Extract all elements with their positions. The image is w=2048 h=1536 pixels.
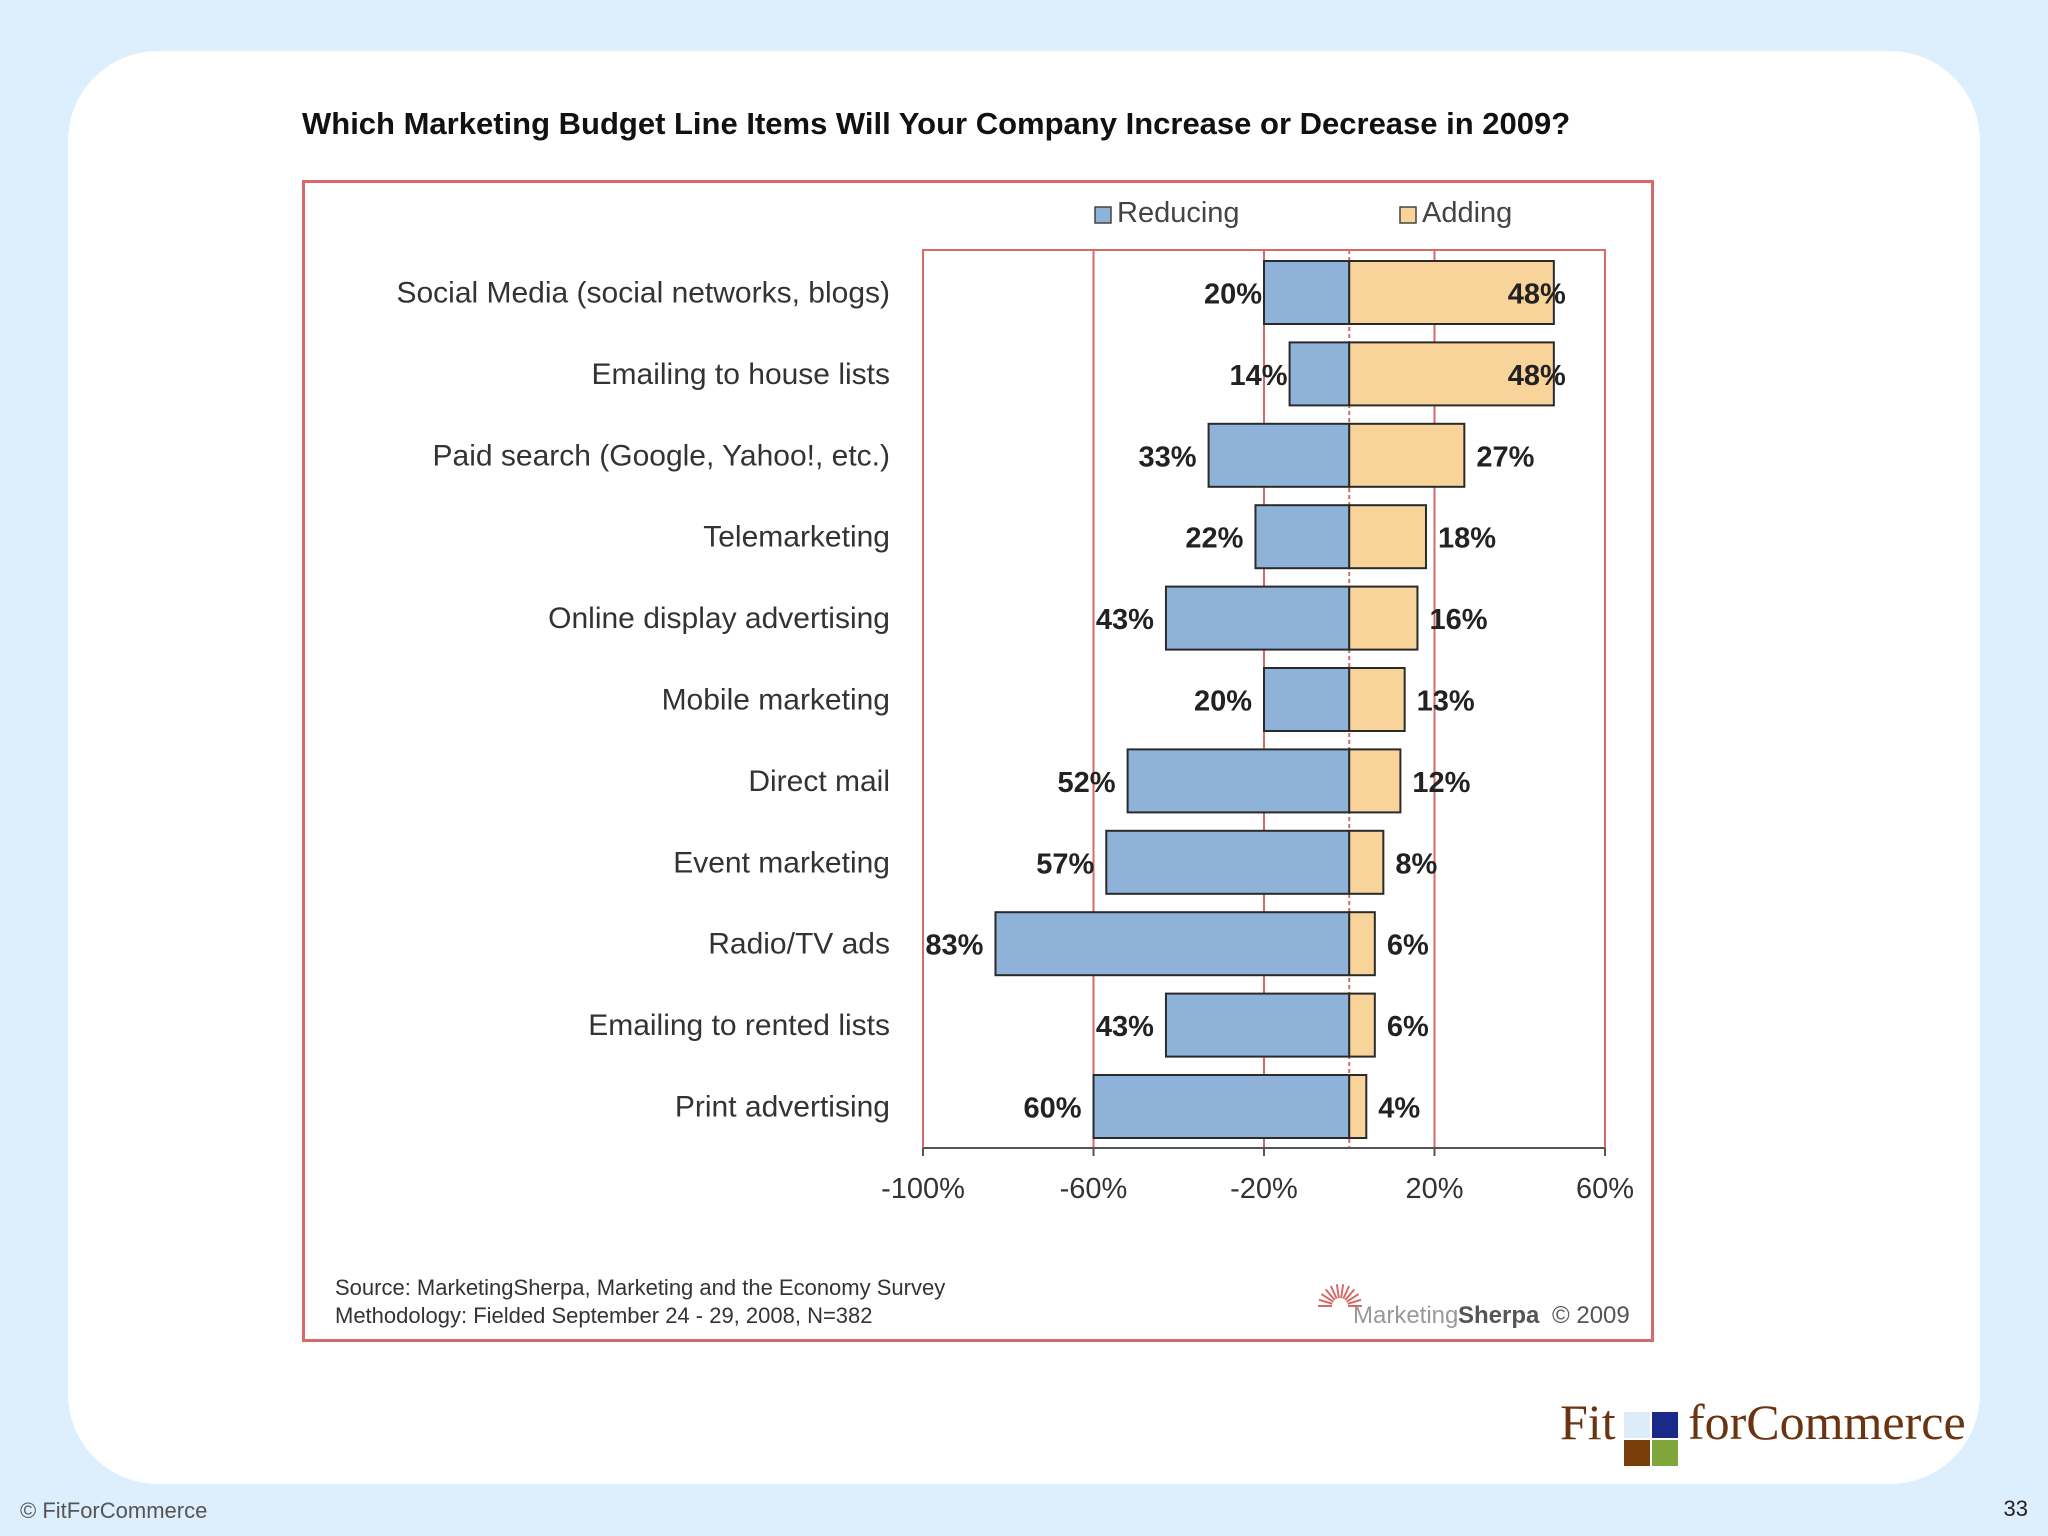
- legend-label-reducing: Reducing: [1117, 197, 1240, 229]
- slide-card: [68, 51, 1980, 1484]
- sherpa-sunburst-ray-7: [1342, 1285, 1351, 1300]
- bar-adding-0: [1348, 260, 1555, 325]
- category-label-9: Emailing to rented lists: [588, 1009, 890, 1042]
- data-label-adding-1: 48%: [1508, 360, 1566, 392]
- brand-word-forcommerce: forCommerce: [1688, 1394, 1966, 1450]
- sherpa-sunburst-ray-8: [1344, 1288, 1356, 1301]
- bar-adding-9: [1348, 992, 1376, 1058]
- data-label-adding-10: 4%: [1378, 1093, 1420, 1125]
- x-tick-label-2: -20%: [1230, 1173, 1298, 1205]
- brand-word-fit: Fit: [1560, 1394, 1616, 1450]
- sherpa-sunburst-ray-6: [1340, 1284, 1345, 1299]
- bar-reducing-6: [1126, 748, 1351, 814]
- category-label-7: Event marketing: [673, 846, 890, 879]
- bar-reducing-8: [994, 911, 1351, 977]
- footer-copyright: © FitForCommerce: [20, 1498, 208, 1523]
- credit-brand-sherpa: Sherpa: [1458, 1302, 1540, 1329]
- chart-title: Which Marketing Budget Line Items Will Y…: [302, 106, 1571, 141]
- data-label-reducing-9: 43%: [1096, 1011, 1154, 1043]
- data-label-reducing-5: 20%: [1194, 686, 1252, 718]
- bar-reducing-0: [1263, 260, 1351, 325]
- source-line-2: Methodology: Fielded September 24 - 29, …: [335, 1303, 873, 1328]
- sherpa-sunburst-ray-2: [1320, 1293, 1334, 1303]
- sherpa-sunburst-ray-3: [1324, 1288, 1336, 1301]
- sherpa-sunburst-ray-4: [1329, 1285, 1338, 1300]
- data-label-reducing-1: 14%: [1230, 360, 1288, 392]
- data-label-reducing-3: 22%: [1185, 523, 1243, 555]
- bar-adding-2: [1348, 422, 1466, 488]
- chart-frame: -100% -60% -20% 20% 60% Reducing Adding Social …: [302, 180, 1654, 1342]
- bar-reducing-2: [1207, 422, 1351, 488]
- x-tick-label-3: 20%: [1405, 1173, 1463, 1205]
- bar-reducing-1: [1288, 341, 1351, 407]
- sherpa-sunburst-ray-10: [1347, 1298, 1362, 1305]
- data-label-adding-9: 6%: [1387, 1011, 1429, 1043]
- category-label-10: Print advertising: [675, 1091, 890, 1124]
- category-label-0: Social Media (social networks, blogs): [396, 277, 890, 310]
- bar-reducing-4: [1164, 585, 1351, 651]
- bar-reducing-3: [1254, 504, 1351, 570]
- bar-adding-7: [1348, 829, 1385, 895]
- logo-square-green: [1652, 1440, 1678, 1466]
- logo-square-navy: [1652, 1412, 1678, 1438]
- x-tick-label-4: 60%: [1576, 1173, 1634, 1205]
- bar-adding-3: [1348, 504, 1427, 570]
- bar-reducing-7: [1105, 829, 1351, 895]
- bar-adding-8: [1348, 911, 1376, 977]
- logo-squares-icon: [1624, 1412, 1684, 1472]
- sherpa-sunburst-ray-1: [1318, 1298, 1333, 1305]
- category-label-8: Radio/TV ads: [708, 928, 890, 961]
- logo-square-brown: [1624, 1440, 1650, 1466]
- credit-year: © 2009: [1552, 1302, 1630, 1329]
- data-label-reducing-7: 57%: [1036, 848, 1094, 880]
- data-label-reducing-2: 33%: [1139, 441, 1197, 473]
- source-line-1: Source: MarketingSherpa, Marketing and t…: [335, 1275, 945, 1300]
- legend-swatch-reducing: [1094, 206, 1112, 224]
- data-label-adding-6: 12%: [1412, 767, 1470, 799]
- data-label-adding-2: 27%: [1476, 441, 1534, 473]
- category-label-5: Mobile marketing: [662, 684, 890, 717]
- data-label-adding-3: 18%: [1438, 523, 1496, 555]
- data-label-reducing-0: 20%: [1204, 279, 1262, 311]
- data-label-adding-4: 16%: [1429, 604, 1487, 636]
- data-label-adding-5: 13%: [1417, 686, 1475, 718]
- bar-adding-5: [1348, 667, 1406, 732]
- data-label-reducing-6: 52%: [1058, 767, 1116, 799]
- sherpa-sunburst-ray-9: [1346, 1293, 1360, 1303]
- bar-reducing-10: [1092, 1074, 1351, 1139]
- credit-brand-marketing: Marketing: [1353, 1302, 1458, 1329]
- data-label-adding-0: 48%: [1508, 279, 1566, 311]
- bar-adding-6: [1348, 748, 1402, 814]
- x-tick-label-1: -60%: [1060, 1173, 1128, 1205]
- legend-swatch-adding: [1399, 206, 1417, 224]
- data-label-reducing-8: 83%: [925, 930, 983, 962]
- x-tick-label-0: -100%: [881, 1173, 965, 1205]
- data-label-adding-8: 6%: [1387, 930, 1429, 962]
- bar-adding-10: [1348, 1074, 1368, 1139]
- logo-square-light: [1624, 1412, 1650, 1438]
- category-label-4: Online display advertising: [548, 602, 890, 635]
- bar-reducing-5: [1263, 667, 1351, 732]
- chart-svg: -100% -60% -20% 20% 60% Reducing Adding Social …: [335, 197, 1634, 1329]
- category-label-6: Direct mail: [748, 765, 890, 798]
- category-label-2: Paid search (Google, Yahoo!, etc.): [433, 439, 891, 472]
- bar-adding-1: [1348, 341, 1555, 407]
- sherpa-sunburst-ray-5: [1335, 1284, 1340, 1299]
- category-label-3: Telemarketing: [703, 521, 890, 554]
- data-label-adding-7: 8%: [1395, 848, 1437, 880]
- data-label-reducing-10: 60%: [1023, 1093, 1081, 1125]
- legend-label-adding: Adding: [1422, 197, 1512, 229]
- fitforcommerce-logo: Fit forCommerce: [1558, 1392, 1966, 1472]
- data-label-reducing-4: 43%: [1096, 604, 1154, 636]
- category-label-1: Emailing to house lists: [592, 358, 890, 391]
- bar-adding-4: [1348, 585, 1419, 651]
- bar-reducing-9: [1164, 992, 1351, 1058]
- page-number: 33: [2003, 1496, 2028, 1521]
